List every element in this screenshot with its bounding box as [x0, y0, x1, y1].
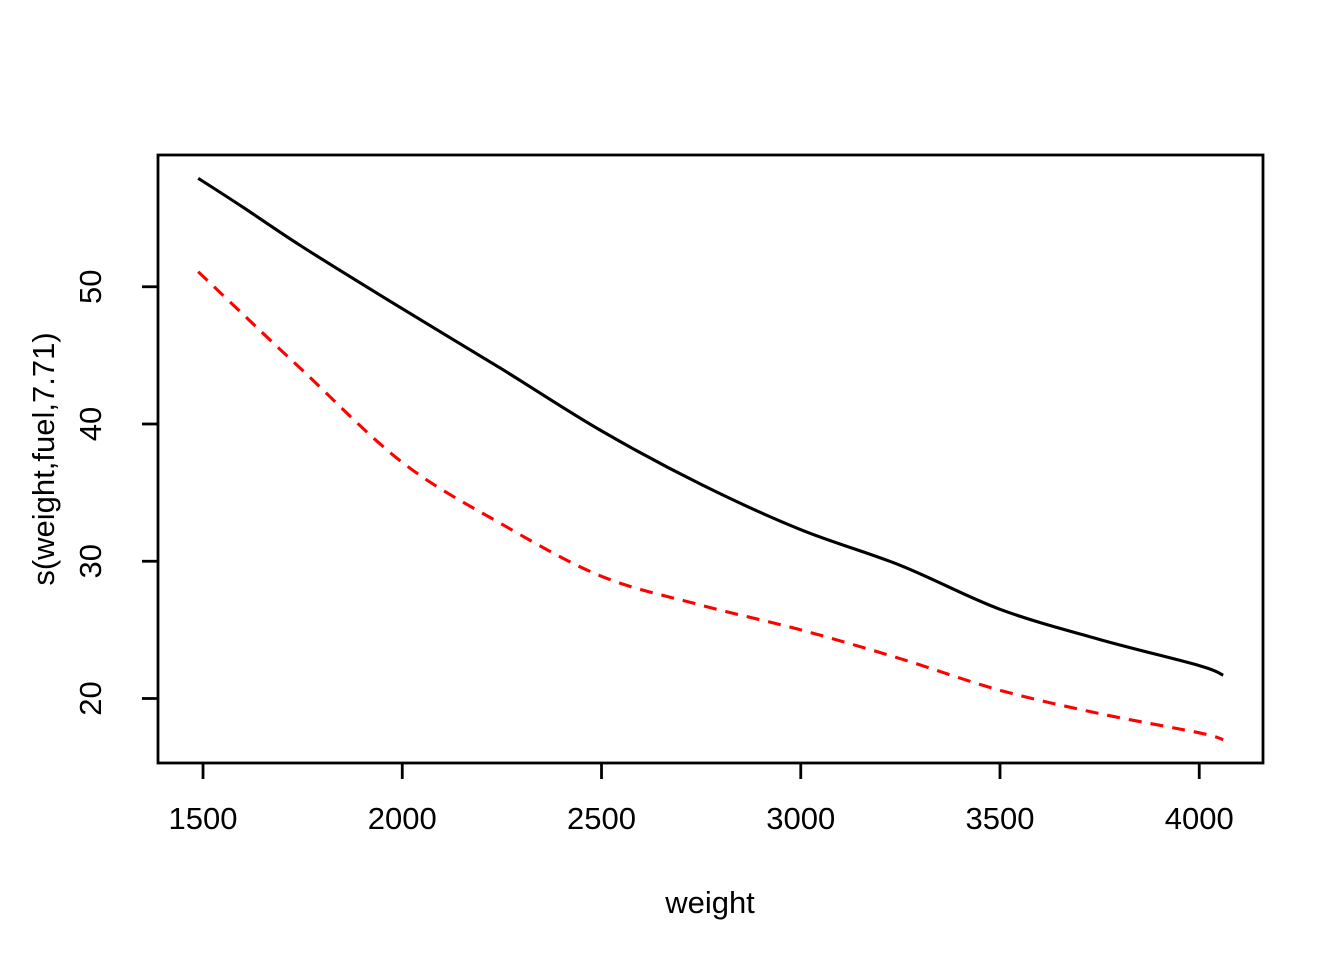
x-tick-label: 1500 [169, 801, 238, 836]
dashed-curve [197, 270, 1224, 742]
x-tick-label: 4000 [1165, 801, 1234, 836]
x-axis-label: weight [664, 885, 755, 920]
x-axis: 1500 2000 2500 3000 3500 4000 [169, 763, 1234, 836]
y-axis: 20 30 40 50 [73, 270, 158, 716]
solid-curve [197, 176, 1224, 677]
y-tick-label: 20 [73, 681, 108, 715]
x-tick-label: 3000 [766, 801, 835, 836]
y-tick-label: 40 [73, 407, 108, 441]
plot-box [156, 153, 1265, 765]
x-tick-label: 3500 [966, 801, 1035, 836]
x-tick-label: 2500 [567, 801, 636, 836]
series-group [197, 176, 1224, 742]
y-axis-label: s(weight,fuel,7.71) [26, 332, 61, 585]
x-tick-label: 2000 [368, 801, 437, 836]
y-tick-label: 50 [73, 270, 108, 304]
y-tick-label: 30 [73, 544, 108, 578]
